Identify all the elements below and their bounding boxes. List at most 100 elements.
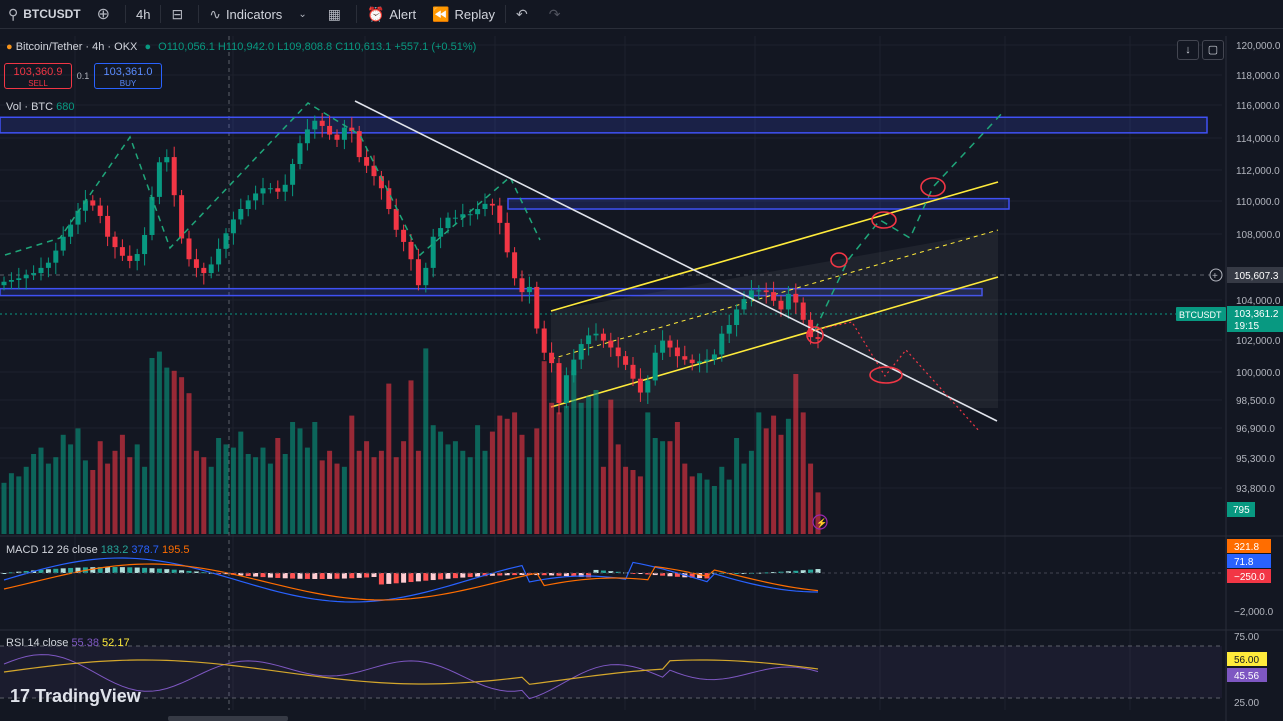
fullscreen-pane-button[interactable]: ▢ xyxy=(1202,40,1224,60)
volume-bar xyxy=(356,450,362,534)
interval-button[interactable]: 4h xyxy=(136,6,151,22)
spread-value: 0.1 xyxy=(76,71,90,81)
macd-hist-bar xyxy=(127,567,133,573)
macd-axis-tag xyxy=(1227,569,1271,583)
volume-bar xyxy=(571,370,577,534)
candle-body xyxy=(267,188,273,190)
indicators-button[interactable]: ∿ Indicators xyxy=(201,0,290,28)
volume-bar xyxy=(16,476,22,534)
macd-hist-bar xyxy=(674,573,680,577)
macd-hist-bar xyxy=(482,573,488,577)
maximize-icon: ▢ xyxy=(1207,44,1219,56)
volume-bar xyxy=(208,466,214,534)
macd-hist-bar xyxy=(438,573,444,580)
candle-body xyxy=(238,209,244,220)
volume-bar xyxy=(186,393,192,534)
volume-legend-value: 680 xyxy=(56,101,75,113)
time-scrollbar[interactable] xyxy=(168,716,288,721)
highlight-circle xyxy=(920,177,946,197)
volume-bar xyxy=(460,450,466,534)
macd-hist-bar xyxy=(119,567,125,573)
volume-bar xyxy=(534,428,540,534)
candle-body xyxy=(600,333,606,341)
macd-hist-bar xyxy=(319,573,325,579)
candle-body xyxy=(423,267,429,286)
price-tick-label: 104,000.0 xyxy=(1236,296,1281,307)
macd-hist-bar xyxy=(430,573,436,581)
candle-body xyxy=(68,224,74,237)
macd-hist-bar xyxy=(645,573,651,575)
candle-body xyxy=(652,352,658,381)
macd-hist-bar xyxy=(186,570,192,573)
macd-hist-bar xyxy=(142,567,148,573)
volume-bar xyxy=(282,454,288,534)
volume-bar xyxy=(38,447,44,534)
candle-body xyxy=(586,335,592,345)
symbol-search[interactable]: ⚲ BTCUSDT xyxy=(0,0,89,28)
bear-projection-path xyxy=(814,321,981,433)
highlight-circle xyxy=(869,366,903,384)
undo-button[interactable]: ↶ xyxy=(508,0,541,28)
candle-body xyxy=(460,214,466,218)
volume-bar xyxy=(82,460,88,534)
channel-upper-line xyxy=(550,181,999,312)
price-axis[interactable]: 120,000.0 118,000.0 116,000.0 114,000.0 112,… xyxy=(1176,41,1283,709)
macd-hist-bar xyxy=(334,573,340,579)
collapse-pane-button[interactable]: ↓ xyxy=(1177,40,1199,60)
volume-bar xyxy=(112,450,118,534)
replay-button[interactable]: ⏪ Replay xyxy=(424,0,503,28)
symbol-name: BTCUSDT xyxy=(23,7,81,21)
ohlc-close: C110,613.1 xyxy=(335,41,392,53)
candle-body xyxy=(512,252,518,279)
candle-body xyxy=(119,247,125,256)
toolbar-divider xyxy=(125,5,126,23)
volume-bar xyxy=(637,476,643,534)
macd-hist-bar xyxy=(800,570,806,573)
macd-hist-bar xyxy=(660,573,666,576)
volume-bar xyxy=(193,450,199,534)
volume-tag xyxy=(1227,502,1255,517)
candle-body xyxy=(156,162,162,197)
chart-canvas[interactable]: ⚡ 120,000.0 118,000.0 116,000.0 114,000.0 11… xyxy=(0,29,1283,721)
compare-button[interactable]: ⊕ xyxy=(89,0,123,28)
alert-button[interactable]: ⏰ Alert xyxy=(359,0,424,28)
candle-body xyxy=(630,364,636,379)
candle-body xyxy=(378,176,384,189)
volume-bar xyxy=(489,431,495,534)
indicators-menu-button[interactable]: ⌄ xyxy=(290,0,319,28)
last-price-text: 103,361.2 xyxy=(1234,309,1279,320)
rsi-legend: RSI 14 close 55.38 52.17 xyxy=(6,637,130,649)
candle-body xyxy=(53,250,59,263)
macd-legend-v3: 195.5 xyxy=(161,544,190,556)
arrow-down-icon: ↓ xyxy=(1185,44,1191,56)
volume-bar xyxy=(563,406,569,534)
sell-button[interactable]: 103,360.9 SELL xyxy=(4,63,72,89)
volume-bar xyxy=(238,431,244,534)
layout-button[interactable]: ▦ xyxy=(320,0,354,28)
volume-bar xyxy=(378,450,384,534)
volume-bar xyxy=(164,367,170,534)
bar-style-button[interactable]: ⊟ xyxy=(163,0,196,28)
candle-body xyxy=(208,264,214,274)
candle-body xyxy=(497,205,503,223)
macd-line xyxy=(3,557,819,603)
candle-body xyxy=(815,337,821,339)
toolbar-divider xyxy=(160,5,162,23)
macd-hist-bar xyxy=(356,573,362,578)
buy-button[interactable]: 103,361.0 BUY xyxy=(94,63,162,89)
macd-hist-bar xyxy=(556,573,562,576)
volume-bar xyxy=(600,466,606,534)
candle-body xyxy=(608,340,614,348)
volume-bar xyxy=(815,492,821,534)
candle-body xyxy=(578,344,584,360)
resistance-zones xyxy=(0,116,1208,297)
crosshair-price-tag xyxy=(1227,267,1283,283)
redo-button[interactable]: ↷ xyxy=(541,0,574,28)
macd-axis-label: 71.8 xyxy=(1234,557,1254,568)
chevron-down-icon: ⌄ xyxy=(298,8,307,20)
macd-hist-bar xyxy=(245,573,251,577)
macd-hist-bar xyxy=(378,573,384,585)
volume-bar xyxy=(438,431,444,534)
macd-hist-bar xyxy=(253,573,259,577)
volume-bar xyxy=(297,428,303,534)
